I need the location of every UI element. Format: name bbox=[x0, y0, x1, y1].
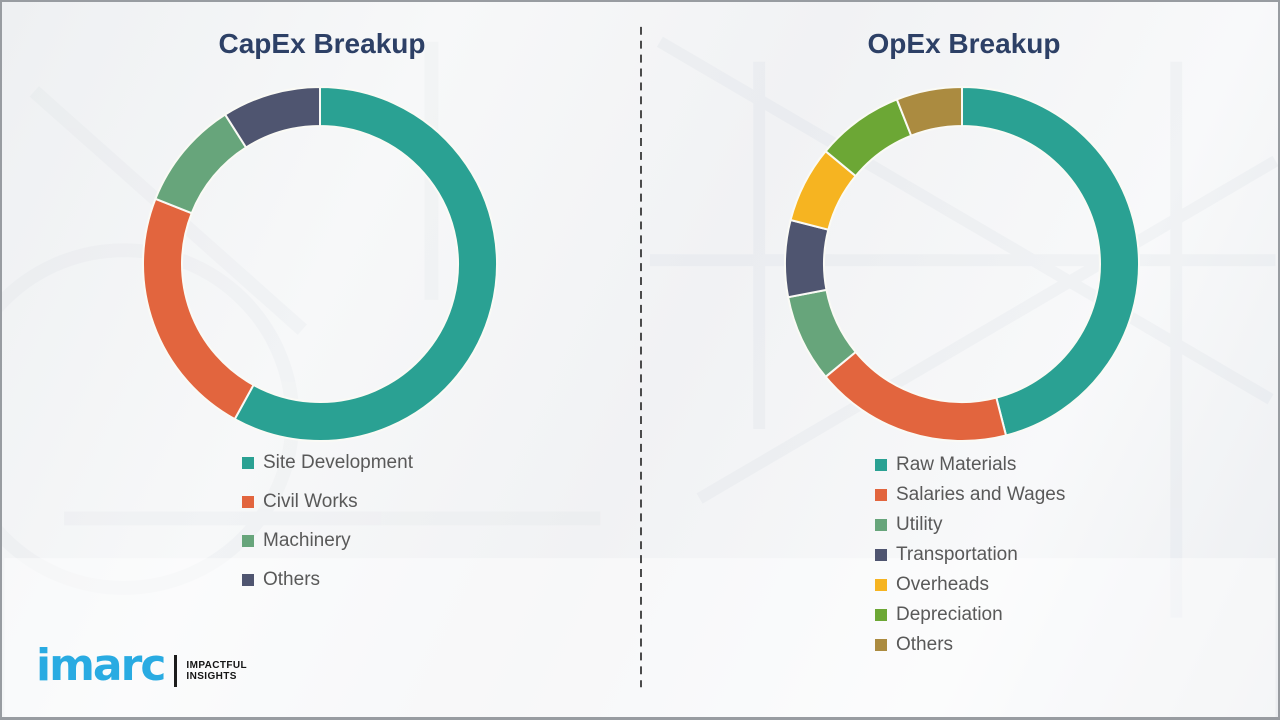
legend-swatch-icon bbox=[875, 459, 887, 471]
legend-swatch-icon bbox=[242, 457, 254, 469]
legend-label: Utility bbox=[896, 514, 943, 535]
legend-label: Overheads bbox=[896, 574, 989, 595]
legend-swatch-icon bbox=[242, 496, 254, 508]
legend-swatch-icon bbox=[875, 489, 887, 501]
legend-item: Machinery bbox=[242, 530, 413, 552]
legend-item: Utility bbox=[875, 514, 1065, 536]
imarc-logo: imarc IMPACTFUL INSIGHTS bbox=[36, 640, 247, 692]
legend-swatch-icon bbox=[242, 535, 254, 547]
legend-label: Site Development bbox=[263, 452, 413, 473]
donut-segment-civil-works bbox=[142, 197, 255, 421]
donut-segment-others bbox=[895, 86, 963, 137]
logo-tagline-line2: INSIGHTS bbox=[186, 671, 237, 682]
legend-label: Machinery bbox=[263, 530, 351, 551]
legend-swatch-icon bbox=[242, 574, 254, 586]
logo-tagline-line1: IMPACTFUL bbox=[186, 659, 248, 671]
legend-item: Others bbox=[875, 634, 1065, 656]
legend-label: Salaries and Wages bbox=[896, 484, 1066, 505]
donut-segment-salaries-and-wages bbox=[824, 350, 1008, 442]
legend-item: Depreciation bbox=[875, 604, 1065, 626]
legend-swatch-icon bbox=[875, 549, 887, 561]
legend-item: Others bbox=[242, 569, 413, 591]
legend-swatch-icon bbox=[875, 519, 887, 531]
legend-item: Transportation bbox=[875, 544, 1065, 566]
legend-label: Others bbox=[896, 634, 954, 655]
legend-swatch-icon bbox=[875, 639, 887, 651]
logo-separator-bar bbox=[174, 655, 178, 687]
donut-segment-site-development bbox=[233, 86, 498, 442]
legend-label: Raw Materials bbox=[896, 454, 1017, 475]
legend-item: Site Development bbox=[242, 452, 413, 474]
opex-legend: Raw Materials Salaries and Wages Utility Tr… bbox=[875, 454, 1065, 664]
capex-legend: Site Development Civil Works Machinery Othe… bbox=[242, 452, 413, 608]
legend-swatch-icon bbox=[875, 579, 887, 591]
legend-swatch-icon bbox=[875, 609, 887, 621]
legend-item: Overheads bbox=[875, 574, 1065, 596]
legend-item: Salaries and Wages bbox=[875, 484, 1065, 506]
legend-label: Others bbox=[263, 569, 321, 590]
legend-label: Depreciation bbox=[896, 604, 1003, 625]
legend-label: Civil Works bbox=[263, 491, 358, 512]
donut-segment-machinery bbox=[154, 113, 248, 215]
opex-donut-chart bbox=[784, 86, 1140, 442]
logo-tagline: IMPACTFUL INSIGHTS bbox=[186, 660, 247, 683]
legend-item: Civil Works bbox=[242, 491, 413, 513]
legend-label: Transportation bbox=[896, 544, 1018, 565]
legend-item: Raw Materials bbox=[875, 454, 1065, 476]
donut-segment-transportation bbox=[784, 218, 830, 299]
capex-donut-chart bbox=[142, 86, 498, 442]
capex-chart-title: CapEx Breakup bbox=[218, 28, 426, 59]
imarc-brand-wordmark: imarc bbox=[36, 640, 166, 691]
opex-chart-title: OpEx Breakup bbox=[867, 28, 1061, 59]
donut-segment-raw-materials bbox=[961, 86, 1140, 437]
donut-segment-others bbox=[223, 86, 321, 149]
